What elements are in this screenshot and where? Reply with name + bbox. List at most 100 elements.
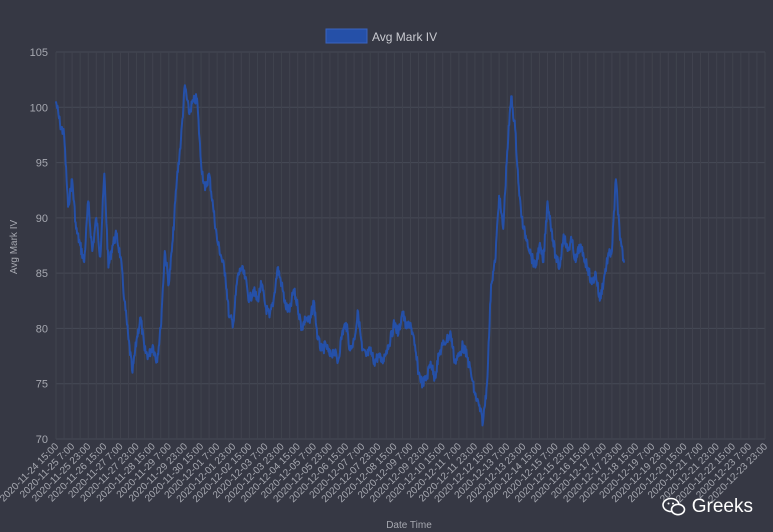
data-point xyxy=(119,255,122,258)
data-point xyxy=(155,360,158,363)
data-point xyxy=(151,344,154,346)
data-point xyxy=(272,300,275,302)
data-point xyxy=(502,228,505,230)
data-point xyxy=(309,322,311,324)
data-point xyxy=(490,283,492,286)
data-point xyxy=(353,338,355,341)
data-point xyxy=(530,255,533,258)
data-point xyxy=(268,316,271,319)
data-point xyxy=(425,377,428,380)
data-point xyxy=(337,360,339,363)
data-point xyxy=(284,305,287,308)
data-point xyxy=(236,277,239,280)
data-point xyxy=(256,300,259,302)
data-point xyxy=(349,349,351,352)
data-point xyxy=(510,95,512,97)
data-point xyxy=(389,338,392,341)
data-point xyxy=(341,333,343,335)
data-point xyxy=(296,305,299,308)
series-line-avg-mark-iv xyxy=(55,84,625,427)
data-point xyxy=(369,349,372,352)
y-tick-label: 85 xyxy=(36,268,48,280)
data-point xyxy=(611,250,613,252)
data-point xyxy=(603,277,605,280)
data-point xyxy=(397,333,400,335)
y-axis: 70 75 80 85 90 95 100 105 xyxy=(30,47,48,446)
data-point xyxy=(264,305,267,308)
data-point xyxy=(95,217,98,219)
data-point xyxy=(139,316,142,319)
data-point xyxy=(276,266,279,269)
y-tick-label: 75 xyxy=(36,379,48,391)
data-point xyxy=(135,338,138,341)
y-tick-label: 95 xyxy=(36,158,48,170)
data-point xyxy=(192,101,194,103)
data-point xyxy=(607,255,609,258)
data-point xyxy=(365,355,368,357)
data-point xyxy=(595,272,597,274)
data-point xyxy=(107,266,110,269)
data-point xyxy=(522,228,525,230)
data-point xyxy=(409,322,412,324)
data-point xyxy=(429,360,432,363)
data-point xyxy=(220,255,222,258)
y-tick-label: 70 xyxy=(36,434,48,446)
data-point xyxy=(208,172,210,175)
data-point xyxy=(305,316,307,319)
data-point xyxy=(578,244,581,247)
data-point xyxy=(67,206,69,208)
data-point xyxy=(131,371,134,374)
data-point xyxy=(325,344,327,346)
data-point xyxy=(91,250,94,252)
data-point xyxy=(546,200,549,203)
data-point xyxy=(260,283,263,286)
data-point xyxy=(542,261,545,263)
data-point xyxy=(615,178,617,180)
data-point xyxy=(288,311,291,313)
data-point xyxy=(168,283,170,286)
data-point xyxy=(224,272,226,274)
data-point xyxy=(518,194,521,197)
data-point xyxy=(385,349,388,352)
data-point xyxy=(498,194,500,197)
data-point xyxy=(417,371,420,374)
data-point xyxy=(300,327,303,330)
data-point xyxy=(570,239,573,241)
y-tick-label: 90 xyxy=(36,213,48,225)
data-point xyxy=(240,266,243,269)
data-point xyxy=(591,283,593,286)
data-point xyxy=(176,178,178,180)
data-point xyxy=(454,360,456,363)
data-point xyxy=(377,355,380,357)
data-point xyxy=(127,338,130,341)
y-tick-label: 100 xyxy=(30,102,48,114)
data-point xyxy=(558,266,561,269)
data-point xyxy=(329,355,331,357)
data-point xyxy=(180,139,182,142)
data-point xyxy=(212,206,214,208)
y-tick-label: 105 xyxy=(30,47,48,59)
data-point xyxy=(280,283,283,286)
grid xyxy=(55,51,766,440)
data-point xyxy=(587,266,589,269)
data-point xyxy=(623,261,625,263)
data-point xyxy=(59,123,61,125)
data-point xyxy=(79,244,81,247)
data-point xyxy=(313,300,315,302)
wechat-icon xyxy=(661,497,686,516)
plot-area xyxy=(55,84,625,427)
data-point xyxy=(413,344,416,346)
data-point xyxy=(526,239,529,241)
data-point xyxy=(441,344,444,346)
data-point xyxy=(71,178,73,180)
legend[interactable]: Avg Mark IV xyxy=(325,28,437,44)
data-point xyxy=(200,161,202,164)
data-point xyxy=(115,233,118,236)
data-point xyxy=(63,134,65,136)
data-point xyxy=(433,377,436,380)
data-point xyxy=(619,239,621,241)
legend-label: Avg Mark IV xyxy=(372,30,437,44)
data-point xyxy=(188,112,190,114)
data-point xyxy=(292,288,295,291)
